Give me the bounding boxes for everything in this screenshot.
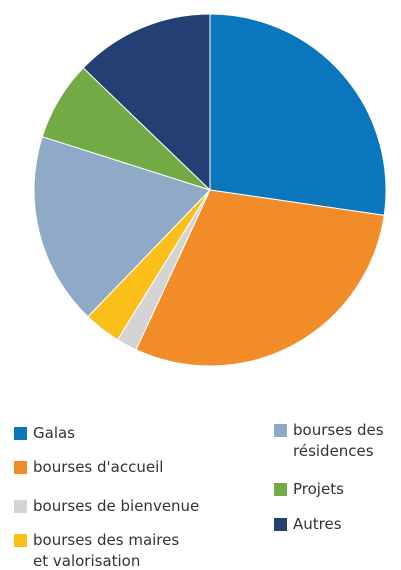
- legend-swatch: [14, 500, 27, 513]
- pie: [33, 13, 387, 367]
- legend-label: Galas: [33, 424, 75, 442]
- legend-swatch: [14, 534, 27, 547]
- legend-item: bourses de bienvenue: [14, 496, 214, 517]
- legend-swatch: [14, 427, 27, 440]
- legend-swatch: [274, 483, 287, 496]
- legend-label: bourses d'accueil: [33, 458, 164, 476]
- pie-slice: [82, 13, 211, 192]
- legend-item: bourses des résidences: [274, 420, 389, 462]
- legend-item: Projets: [274, 479, 389, 500]
- legend-label: bourses de bienvenue: [33, 497, 200, 515]
- legend-swatch: [274, 424, 287, 437]
- legend-swatch: [274, 518, 287, 531]
- pie-slice: [33, 136, 211, 318]
- pie-slice: [135, 189, 385, 367]
- legend-item: Autres: [274, 514, 389, 535]
- legend-label: bourses des résidences: [293, 421, 384, 460]
- legend-label: bourses des maires et valorisation: [33, 531, 180, 570]
- legend-item: bourses d'accueil: [14, 457, 194, 478]
- legend-item: Galas: [14, 423, 194, 444]
- pie-slice: [209, 13, 387, 216]
- legend-label: Projets: [293, 480, 344, 498]
- legend-item: bourses des maires et valorisation: [14, 530, 194, 570]
- legend-label: Autres: [293, 515, 342, 533]
- legend-swatch: [14, 461, 27, 474]
